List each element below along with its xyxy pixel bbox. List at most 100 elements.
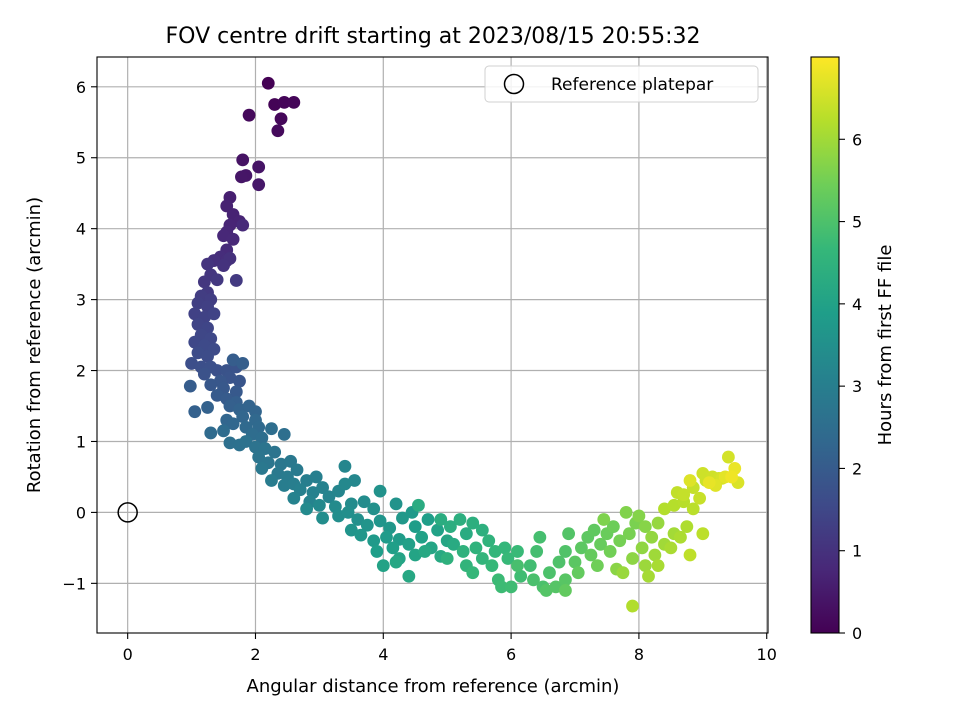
- plot-frame: [96, 56, 769, 634]
- y-tick-label-5: 4: [76, 220, 86, 239]
- data-point-207: [632, 509, 646, 523]
- colorbar-tick-label-5: 5: [852, 213, 862, 232]
- data-point-220: [651, 559, 665, 573]
- data-point-108: [287, 491, 301, 505]
- x-tick-label-4: 8: [634, 645, 644, 664]
- data-point-101: [277, 479, 291, 492]
- data-point-142: [415, 530, 429, 544]
- data-point-153: [447, 537, 460, 551]
- legend-label-reference: Reference platepar: [551, 75, 713, 95]
- data-point-86: [223, 436, 237, 450]
- data-point-193: [587, 523, 601, 537]
- x-axis-ticks: 0 2 4 6 8 10: [123, 633, 777, 664]
- data-point-137: [408, 520, 422, 533]
- data-point-212: [645, 530, 659, 544]
- y-tick-label-4: 3: [76, 291, 86, 310]
- data-point-5: [242, 108, 256, 122]
- data-point-19: [226, 232, 240, 246]
- colorbar-frame: [810, 56, 840, 634]
- data-point-213: [651, 516, 665, 530]
- data-point-6: [271, 124, 285, 138]
- data-point-214: [616, 566, 630, 580]
- data-point-110: [322, 490, 336, 504]
- colorbar-tick-label-2: 2: [852, 459, 862, 478]
- x-tick-label-5: 10: [757, 645, 777, 664]
- chart-title: FOV centre drift starting at 2023/08/15 …: [166, 24, 701, 49]
- data-point-170: [485, 559, 499, 573]
- data-point-202: [613, 534, 627, 548]
- colorbar-tick-label-4: 4: [852, 295, 862, 314]
- data-point-125: [373, 484, 387, 498]
- data-point-196: [584, 548, 598, 562]
- data-point-107: [316, 481, 329, 494]
- data-point-158: [453, 513, 467, 526]
- x-tick-label-0: 0: [123, 645, 133, 664]
- data-point-69: [188, 405, 202, 419]
- data-point-30: [210, 273, 224, 287]
- data-point-104: [309, 470, 323, 484]
- data-point-115: [312, 498, 326, 512]
- reference-platepar-marker: [117, 502, 138, 523]
- data-point-169: [466, 566, 480, 580]
- data-point-8: [252, 160, 266, 174]
- data-point-181: [527, 573, 540, 587]
- x-tick-label-2: 4: [378, 645, 388, 664]
- data-point-128: [344, 523, 358, 537]
- data-point-215: [638, 559, 652, 573]
- data-point-124: [367, 502, 381, 516]
- colorbar-tick-label-0: 0: [852, 624, 862, 643]
- data-point-221: [664, 541, 678, 555]
- colorbar-ticks: 0 1 2 3 4 5 6: [839, 130, 862, 643]
- data-point-223: [680, 520, 694, 533]
- data-point-211: [635, 541, 649, 555]
- data-point-52: [210, 364, 224, 377]
- data-point-85: [277, 427, 291, 441]
- data-point-143: [431, 523, 445, 537]
- data-point-116: [300, 502, 314, 516]
- data-point-57: [233, 374, 246, 388]
- data-point-59: [204, 378, 218, 392]
- data-point-64: [183, 379, 197, 393]
- data-point-171: [501, 552, 515, 565]
- data-point-75: [236, 410, 250, 424]
- grid: [97, 57, 768, 633]
- data-point-195: [571, 566, 585, 580]
- data-point-53: [197, 367, 211, 381]
- data-point-0: [261, 76, 275, 90]
- colorbar: 0 1 2 3 4 5 6 Hours from first FF file: [810, 56, 896, 643]
- data-point-89: [249, 440, 262, 454]
- data-point-122: [341, 506, 355, 519]
- data-point-222: [674, 530, 687, 544]
- data-point-66: [236, 357, 250, 370]
- x-axis-label: Angular distance from reference (arcmin): [247, 676, 620, 697]
- legend: Reference platepar: [484, 65, 759, 103]
- data-point-163: [469, 541, 483, 555]
- data-point-175: [504, 580, 518, 594]
- data-point-239: [721, 450, 735, 464]
- data-point-129: [373, 514, 387, 528]
- data-point-135: [380, 530, 393, 544]
- data-point-126: [389, 497, 403, 511]
- data-point-130: [354, 528, 368, 542]
- scatter-points: [183, 76, 745, 613]
- data-point-160: [475, 523, 489, 537]
- colorbar-tick-label-3: 3: [852, 377, 862, 396]
- legend-open-circle-marker: [503, 73, 525, 95]
- y-tick-label-7: 6: [76, 78, 86, 97]
- data-point-123: [351, 513, 365, 526]
- data-point-29: [197, 275, 211, 289]
- data-point-206: [619, 506, 633, 519]
- data-point-3: [287, 95, 301, 109]
- data-point-2: [277, 95, 291, 109]
- data-point-159: [466, 516, 480, 530]
- y-tick-label-0: −1: [62, 574, 86, 593]
- data-point-134: [367, 534, 381, 548]
- data-point-157: [443, 520, 457, 533]
- data-point-234: [693, 491, 707, 505]
- data-point-39: [207, 307, 221, 321]
- y-tick-label-6: 5: [76, 149, 86, 168]
- colorbar-tick-label-6: 6: [852, 130, 862, 149]
- data-point-230: [683, 548, 697, 562]
